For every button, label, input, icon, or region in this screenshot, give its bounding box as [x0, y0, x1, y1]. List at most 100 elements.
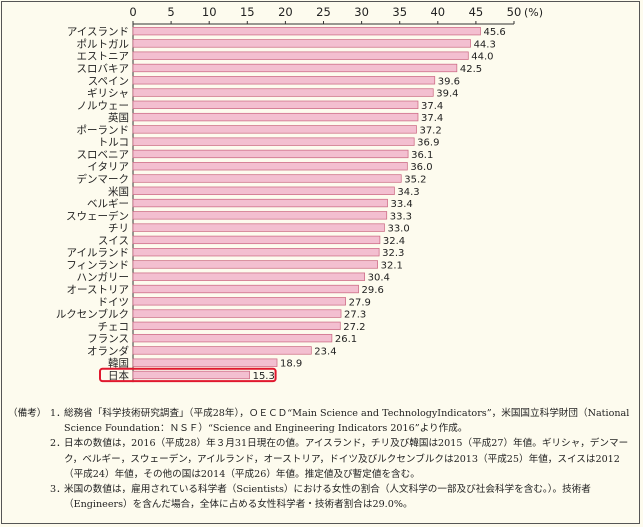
bar	[132, 346, 312, 355]
bar	[132, 51, 469, 60]
x-tick-label: 50	[507, 5, 522, 19]
bar	[132, 198, 388, 208]
notes-section: （備考） 1． 総務省「科学技術研究調査」（平成28年），ＯＥＣＤ“Main Sci…	[8, 406, 636, 512]
x-tick-label: 5	[167, 5, 174, 19]
value-label: 33.4	[391, 199, 413, 210]
bar	[132, 63, 458, 73]
note-text: 日本の数値は，2016（平成28）年３月31日現在の値。アイスランド，チリ及び韓…	[64, 438, 629, 480]
category-label: トルコ	[98, 137, 129, 149]
bar	[132, 88, 434, 97]
x-tick-label: 15	[240, 5, 255, 19]
bar	[132, 370, 250, 380]
note-item: （備考） 1． 総務省「科学技術研究調査」（平成28年），ＯＥＣＤ“Main Sci…	[8, 406, 636, 436]
bar	[132, 211, 388, 220]
note-number: 3．	[50, 484, 66, 496]
category-label: スペイン	[88, 75, 129, 87]
x-tick-label: 25	[316, 5, 331, 19]
category-label: ノルウェー	[77, 100, 130, 112]
bar	[132, 333, 333, 343]
x-tick-label: 10	[202, 5, 217, 19]
value-label: 23.4	[314, 346, 336, 357]
x-tick-label: 35	[392, 5, 407, 19]
value-label: 37.2	[419, 125, 441, 136]
value-label: 32.4	[383, 236, 405, 247]
category-label: スイス	[98, 235, 129, 247]
bar	[132, 309, 342, 318]
value-label: 26.1	[335, 334, 357, 345]
highlight-box	[99, 367, 277, 383]
bar	[132, 162, 408, 171]
value-label: 15.3	[253, 371, 275, 382]
bar	[132, 137, 415, 146]
category-label: オーストリア	[67, 284, 129, 296]
value-label: 36.0	[410, 162, 432, 173]
bar	[132, 125, 417, 134]
note-item: 3． 米国の数値は，雇用されている科学者（Scientists）における女性の割合…	[8, 482, 636, 512]
value-label: 18.9	[280, 359, 302, 370]
bar	[132, 235, 381, 245]
value-label: 36.1	[411, 150, 433, 161]
category-label: 韓国	[108, 358, 129, 370]
category-label: ハンガリー	[77, 272, 130, 284]
category-label: デンマーク	[77, 173, 130, 186]
value-label: 44.3	[474, 39, 496, 50]
x-tick-label: 45	[469, 5, 484, 19]
value-label: 34.3	[397, 187, 419, 198]
value-label: 39.6	[438, 76, 460, 87]
value-label: 44.0	[471, 52, 493, 63]
bar	[132, 149, 409, 159]
note-number: 1．	[50, 408, 66, 419]
x-tick-label: 30	[354, 5, 369, 19]
note-prefix	[8, 436, 50, 482]
bar	[132, 186, 395, 195]
note-number: 2．	[50, 438, 66, 450]
x-axis-ticks: 0 5 10 15 20 25 30 35 40 45 50 (%)	[129, 5, 543, 19]
value-label: 37.4	[421, 101, 443, 112]
category-label: ルクセンブルク	[56, 308, 129, 321]
bar	[132, 174, 402, 183]
category-label: ポーランド	[77, 124, 130, 136]
category-label: ベルギー	[87, 198, 129, 210]
category-label: フィンランド	[66, 259, 129, 271]
value-label: 33.3	[390, 211, 412, 222]
x-tick-label: 20	[278, 5, 293, 19]
note-prefix	[8, 482, 50, 512]
unit-label: (%)	[524, 6, 543, 19]
category-label: ドイツ	[98, 296, 130, 308]
value-label: 36.9	[417, 138, 439, 149]
category-label: エストニア	[77, 51, 130, 63]
category-label: スロベニア	[77, 149, 130, 161]
category-label: スロバキア	[77, 63, 130, 75]
bar	[132, 297, 346, 306]
value-label: 32.3	[382, 248, 404, 259]
category-label: アイスランド	[67, 26, 129, 38]
note-item: 2． 日本の数値は，2016（平成28）年３月31日現在の値。アイスランド，チリ及…	[8, 436, 636, 482]
value-label: 33.0	[387, 224, 409, 235]
bar	[132, 112, 419, 122]
note-prefix: （備考）	[8, 408, 47, 419]
bar	[132, 223, 385, 232]
value-label: 45.6	[483, 27, 505, 38]
bar	[132, 272, 365, 281]
bar	[132, 321, 341, 331]
bar	[132, 260, 378, 269]
category-label: チリ	[108, 223, 129, 235]
category-label: オランダ	[87, 344, 129, 357]
bar	[132, 284, 359, 294]
category-label: ポルトガル	[77, 38, 130, 50]
value-label: 39.4	[436, 89, 458, 100]
note-text: 米国の数値は，雇用されている科学者（Scientists）における女性の割合（人…	[64, 484, 591, 511]
bar	[132, 358, 278, 367]
category-label: 英国	[108, 111, 129, 124]
value-label: 30.4	[368, 273, 390, 284]
category-label: チェコ	[98, 321, 130, 333]
category-label: 米国	[108, 185, 129, 198]
x-tick-label: 40	[430, 5, 445, 19]
value-label: 27.9	[349, 297, 371, 308]
chart-bars	[132, 26, 481, 380]
category-label: イタリア	[87, 161, 129, 173]
bar	[132, 39, 471, 48]
category-label: スウェーデン	[66, 209, 129, 222]
category-label: アイルランド	[67, 247, 129, 259]
